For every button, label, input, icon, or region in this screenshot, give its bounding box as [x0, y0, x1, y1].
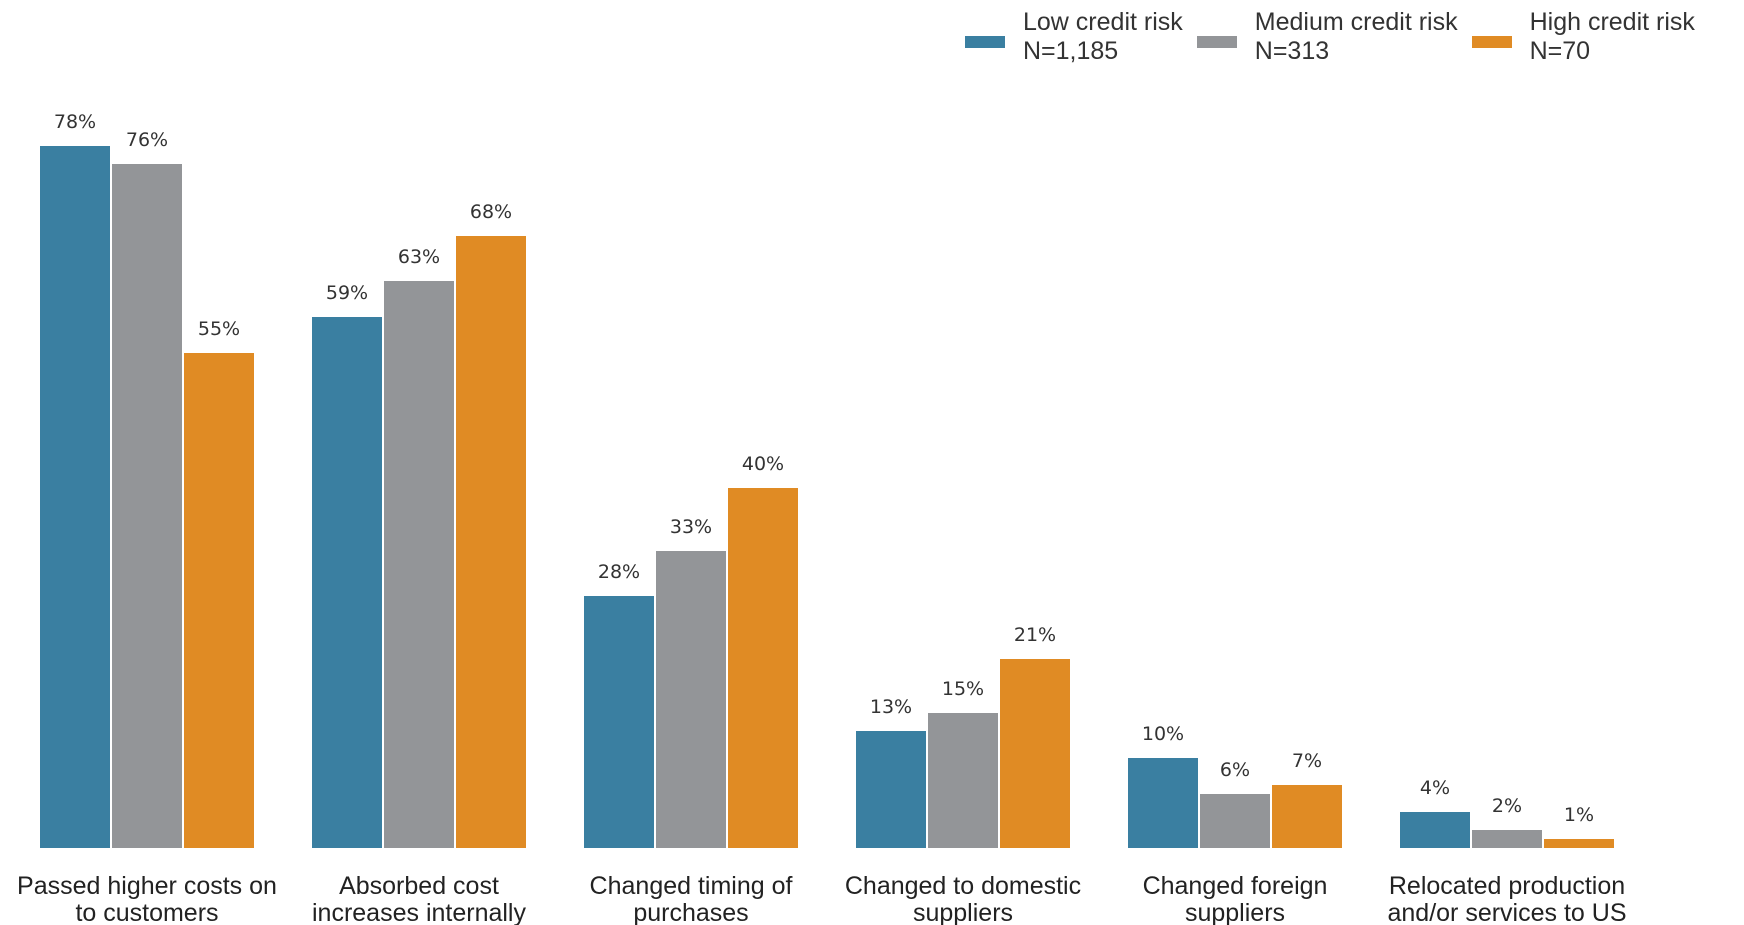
value-label-medium-credit-risk-passed-higher-costs-on-to-customers: 76%: [126, 129, 168, 151]
legend-sample-high-credit-risk: N=70: [1529, 37, 1591, 65]
bar-medium-credit-risk-changed-foreign-suppliers: [1200, 794, 1270, 848]
category-label-changed-foreign-suppliers: Changed foreign suppliers: [1143, 872, 1328, 925]
category-label-line: increases internally: [312, 899, 526, 925]
legend-swatch-medium-credit-risk: [1196, 36, 1237, 48]
category-label-relocated-production-and-or-services-to-us: Relocated production and/or services to U…: [1388, 872, 1627, 925]
bar-medium-credit-risk-passed-higher-costs-on-to-customers: [112, 164, 182, 848]
value-label-medium-credit-risk-changed-foreign-suppliers: 6%: [1220, 759, 1250, 781]
legend-label-medium-credit-risk: Medium credit risk: [1254, 8, 1458, 36]
bar-medium-credit-risk-changed-timing-of-purchases: [656, 551, 726, 848]
value-label-low-credit-risk-relocated-production-and-or-services-to-us: 4%: [1420, 777, 1450, 799]
category-label-line: and/or services to US: [1388, 899, 1627, 925]
bar-low-credit-risk-absorbed-cost-increases-internally: [312, 317, 382, 848]
value-label-high-credit-risk-changed-timing-of-purchases: 40%: [742, 453, 784, 475]
bar-medium-credit-risk-absorbed-cost-increases-internally: [384, 281, 454, 848]
category-label-line: suppliers: [913, 899, 1013, 925]
category-label-line: to customers: [75, 899, 218, 925]
bar-medium-credit-risk-changed-to-domestic-suppliers: [928, 713, 998, 848]
legend-swatch-low-credit-risk: [965, 36, 1005, 48]
legend-sample-medium-credit-risk: N=313: [1254, 37, 1330, 65]
category-label-line: Changed to domestic: [845, 872, 1081, 900]
bar-high-credit-risk-passed-higher-costs-on-to-customers: [184, 353, 254, 848]
category-label-absorbed-cost-increases-internally: Absorbed cost increases internally: [312, 872, 526, 925]
value-label-high-credit-risk-changed-to-domestic-suppliers: 21%: [1014, 624, 1056, 646]
category-label-line: Passed higher costs on: [17, 872, 277, 900]
bar-low-credit-risk-changed-timing-of-purchases: [584, 596, 654, 848]
bar-high-credit-risk-changed-to-domestic-suppliers: [1000, 659, 1070, 848]
category-label-changed-timing-of-purchases: Changed timing of purchases: [590, 872, 793, 925]
category-label-line: purchases: [633, 899, 748, 925]
legend-swatch-high-credit-risk: [1471, 36, 1512, 48]
bar-high-credit-risk-changed-timing-of-purchases: [728, 488, 798, 848]
bar-high-credit-risk-relocated-production-and-or-services-to-us: [1544, 839, 1614, 848]
value-label-high-credit-risk-absorbed-cost-increases-internally: 68%: [470, 201, 512, 223]
bar-low-credit-risk-changed-to-domestic-suppliers: [856, 731, 926, 848]
category-label-line: Absorbed cost: [339, 872, 499, 900]
bar-low-credit-risk-passed-higher-costs-on-to-customers: [40, 146, 110, 848]
value-label-high-credit-risk-changed-foreign-suppliers: 7%: [1292, 750, 1322, 772]
legend-label-low-credit-risk: Low credit risk: [1023, 8, 1183, 36]
value-label-medium-credit-risk-absorbed-cost-increases-internally: 63%: [398, 246, 440, 268]
category-label-line: Relocated production: [1389, 872, 1625, 900]
bar-medium-credit-risk-relocated-production-and-or-services-to-us: [1472, 830, 1542, 848]
value-label-medium-credit-risk-changed-timing-of-purchases: 33%: [670, 516, 712, 538]
value-label-low-credit-risk-changed-timing-of-purchases: 28%: [598, 561, 640, 583]
value-label-high-credit-risk-relocated-production-and-or-services-to-us: 1%: [1564, 804, 1594, 826]
legend-item-high-credit-risk: High credit risk N=70: [1471, 8, 1695, 66]
value-label-low-credit-risk-changed-to-domestic-suppliers: 13%: [870, 696, 912, 718]
category-label-line: suppliers: [1185, 899, 1285, 925]
value-label-low-credit-risk-passed-higher-costs-on-to-customers: 78%: [54, 111, 96, 133]
bar-high-credit-risk-changed-foreign-suppliers: [1272, 785, 1342, 848]
bar-high-credit-risk-absorbed-cost-increases-internally: [456, 236, 526, 848]
bar-low-credit-risk-changed-foreign-suppliers: [1128, 758, 1198, 848]
legend-sample-low-credit-risk: N=1,185: [1023, 37, 1119, 65]
category-label-passed-higher-costs-on-to-customers: Passed higher costs on to customers: [17, 872, 277, 925]
legend-item-medium-credit-risk: Medium credit risk N=313: [1196, 8, 1458, 66]
value-label-medium-credit-risk-changed-to-domestic-suppliers: 15%: [942, 678, 984, 700]
category-label-line: Changed foreign: [1143, 872, 1328, 900]
value-label-high-credit-risk-passed-higher-costs-on-to-customers: 55%: [198, 318, 240, 340]
bar-low-credit-risk-relocated-production-and-or-services-to-us: [1400, 812, 1470, 848]
legend: Low credit risk N=1,185 Medium credit ri…: [965, 8, 1695, 66]
value-label-low-credit-risk-changed-foreign-suppliers: 10%: [1142, 723, 1184, 745]
legend-item-low-credit-risk: Low credit risk N=1,185: [965, 8, 1183, 66]
category-label-changed-to-domestic-suppliers: Changed to domestic suppliers: [845, 872, 1081, 925]
category-label-line: Changed timing of: [590, 872, 793, 900]
value-label-low-credit-risk-absorbed-cost-increases-internally: 59%: [326, 282, 368, 304]
legend-label-high-credit-risk: High credit risk: [1529, 8, 1695, 36]
value-label-medium-credit-risk-relocated-production-and-or-services-to-us: 2%: [1492, 795, 1522, 817]
